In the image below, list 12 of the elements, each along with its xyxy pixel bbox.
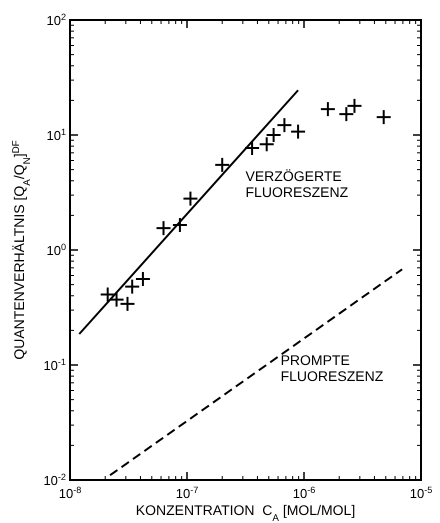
- x-tick-label: 10$^{-6}$: [292, 485, 316, 501]
- annotation: VERZÖGERTE FLUORESZENZ: [246, 168, 349, 200]
- x-tick-label: 10$^{-5}$: [410, 485, 432, 501]
- y-tick-label: 10$^{-1}$: [43, 357, 66, 373]
- y-tick-label: 10$^{-2}$: [43, 472, 66, 488]
- y-tick-label: 10$^{1}$: [46, 127, 66, 143]
- x-tick-label: 10$^{-8}$: [58, 485, 82, 501]
- x-axis-title: KONZENTRATION C$_{A}$ [MOL/MOL]: [136, 502, 356, 523]
- x-tick-label: 10$^{-7}$: [176, 485, 198, 501]
- annotation: PROMPTE FLUORESZENZ: [280, 352, 384, 384]
- y-tick-label: 10$^{0}$: [46, 242, 66, 258]
- y-tick-label: 10$^{2}$: [46, 12, 66, 28]
